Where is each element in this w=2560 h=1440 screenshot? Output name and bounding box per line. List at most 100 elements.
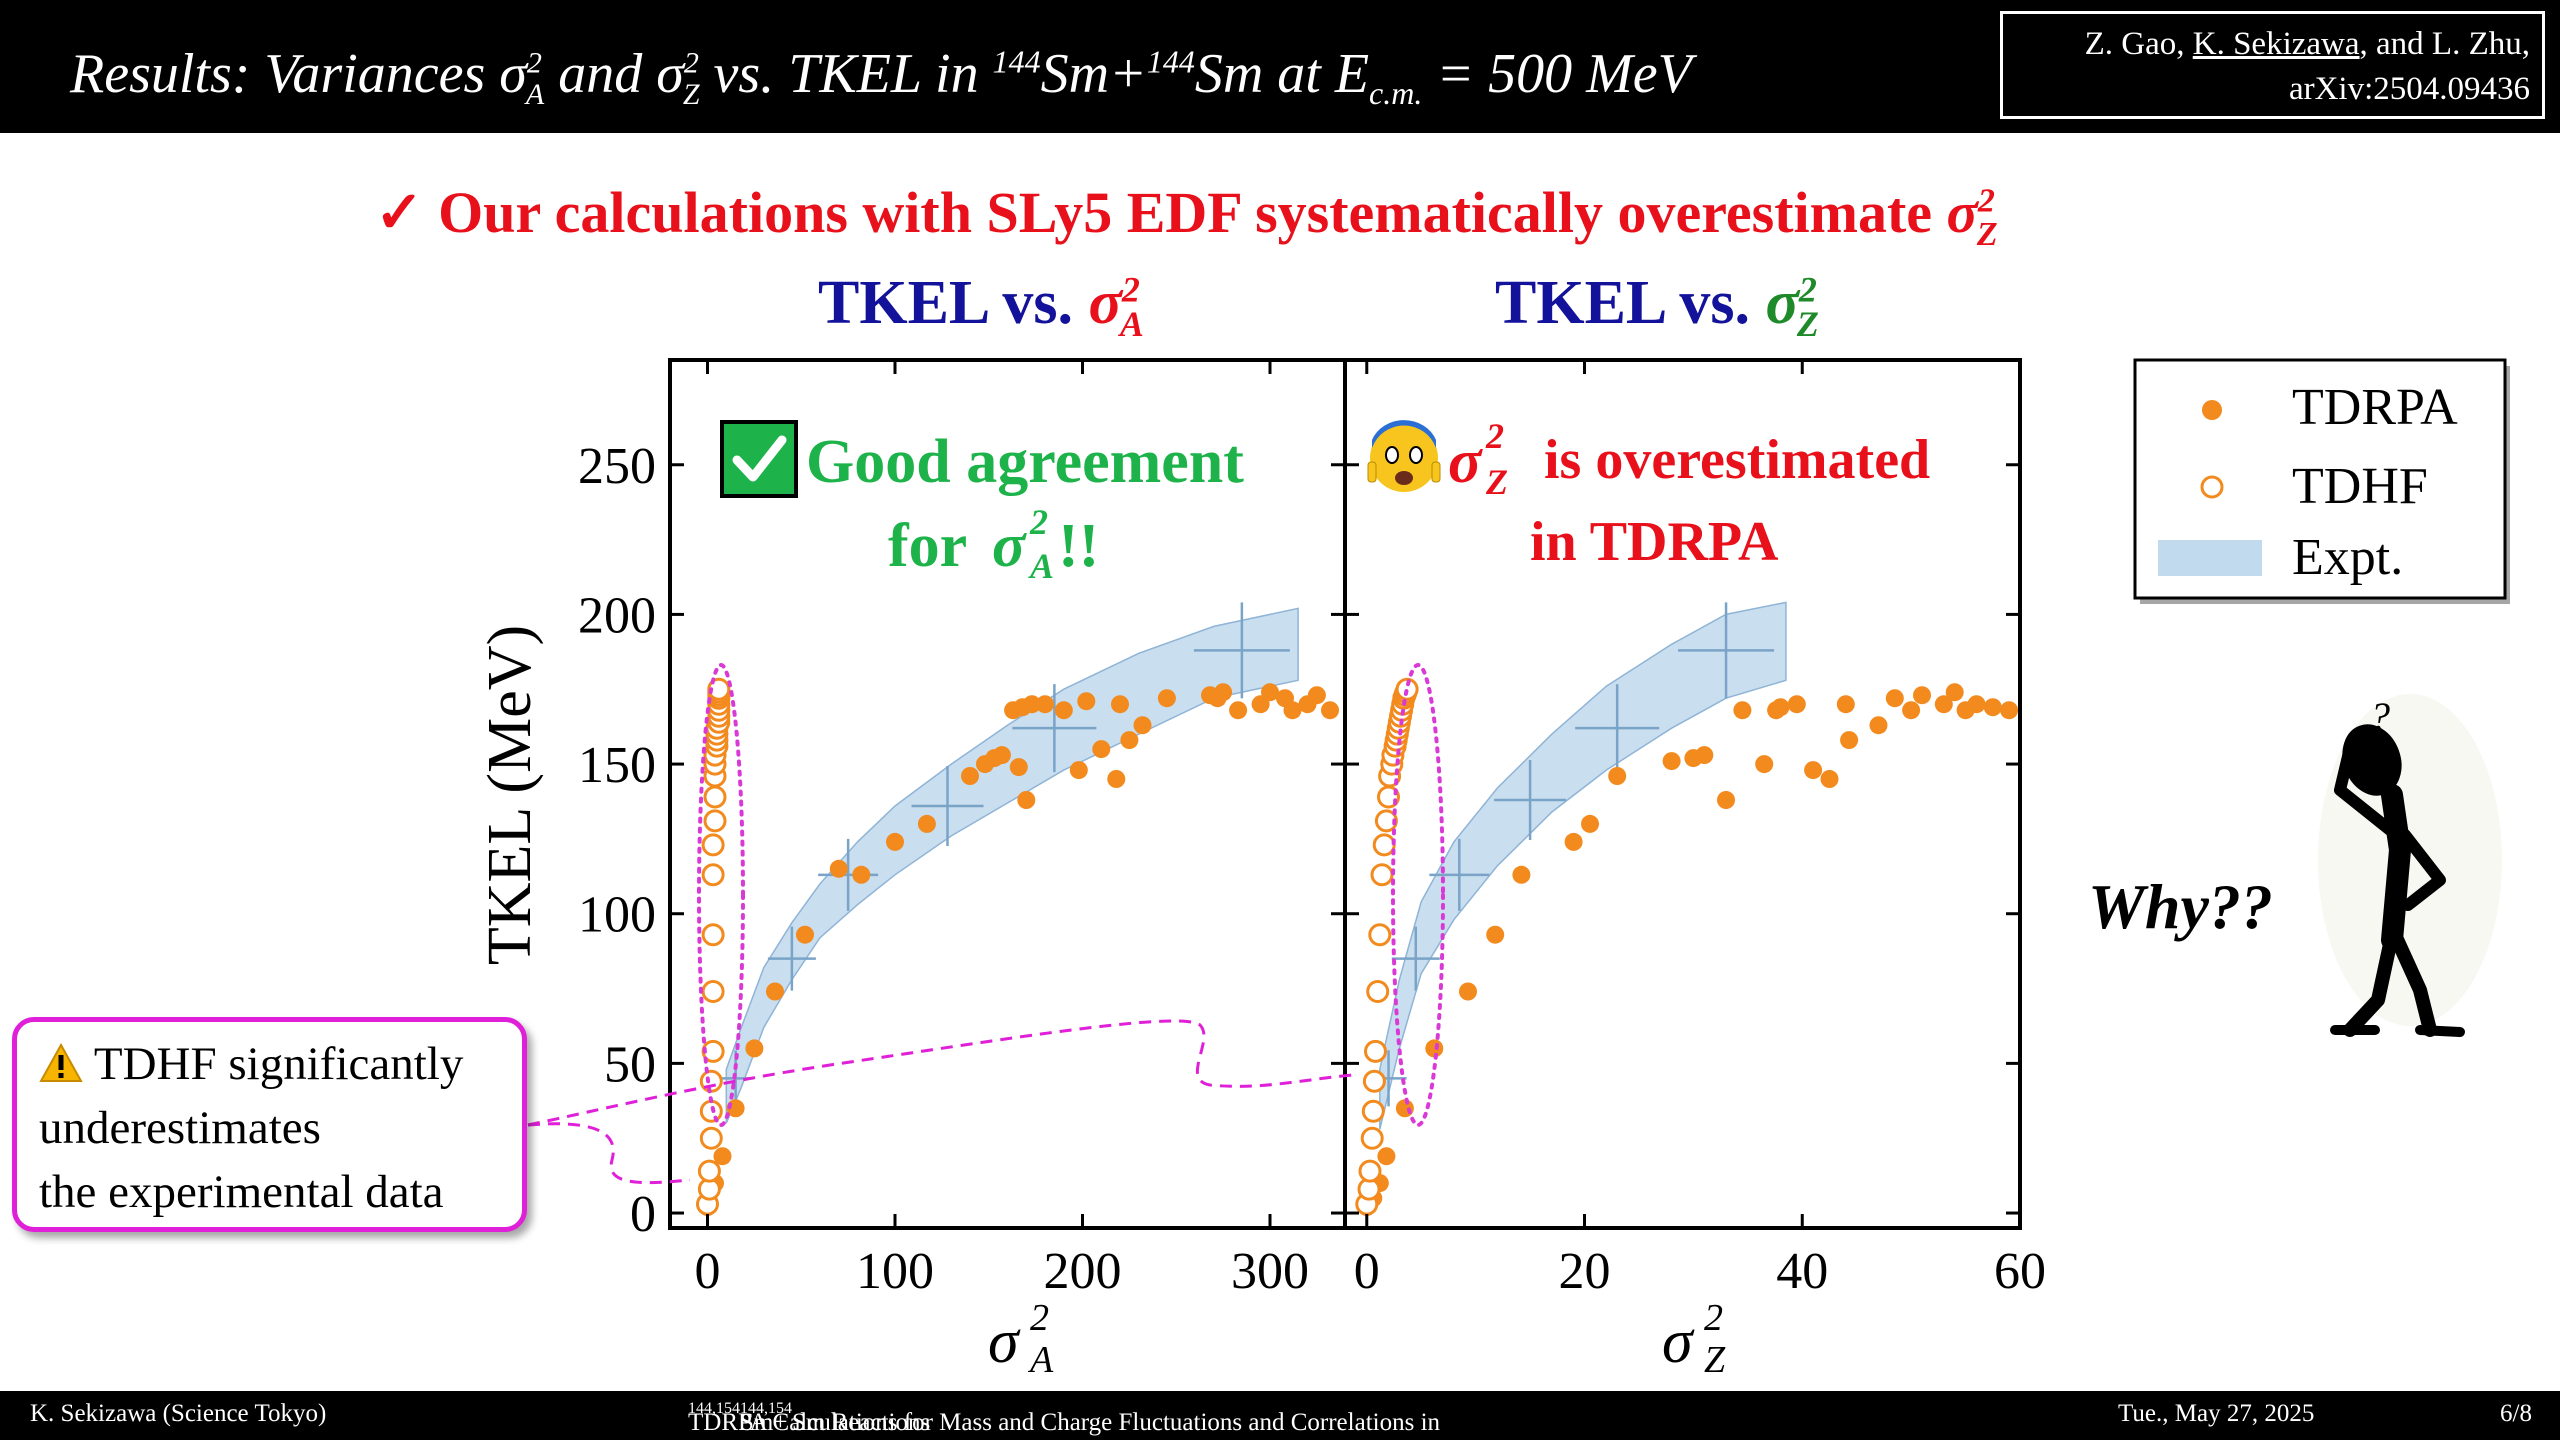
footer-author: K. Sekizawa (Science Tokyo) — [30, 1400, 327, 1427]
right-panel-points — [1355, 677, 2019, 1216]
right-tdrpa-point — [1377, 1147, 1396, 1166]
left-tdhf-point — [699, 1099, 723, 1123]
right-x-tick-label: 60 — [1994, 1243, 2046, 1300]
left-expt-point — [1193, 602, 1290, 699]
left-tdrpa-point — [1077, 692, 1096, 711]
svg-text:!!: !! — [1058, 512, 1099, 580]
right-tdrpa-point — [1840, 731, 1859, 750]
left-tdrpa-point — [1111, 695, 1129, 714]
why-text: Why?? — [2088, 871, 2273, 942]
right-tdhf-point — [1360, 1126, 1384, 1150]
axes-ticks: 0 100 200 300 0 50 100 150 200 250 0 20 40 60 — [578, 360, 2046, 1300]
good-agreement-annotation: Good agreement for σ 2 A !! — [720, 420, 1244, 586]
citation-box: Z. Gao, K. Sekizawa, and L. Zhu, arXiv:2… — [2000, 11, 2545, 119]
left-y-tick-label: 50 — [604, 1036, 656, 1093]
svg-text:A: A — [1027, 1339, 1054, 1381]
headline: ✓ Our calculations with SLy5 EDF systema… — [375, 180, 1998, 253]
svg-text:Z: Z — [1485, 462, 1508, 502]
svg-text:TDRPA: TDRPA — [2292, 379, 2458, 436]
scared-face-icon — [1367, 420, 1441, 492]
footer-talk-title: TDRPA Calculations for Mass and Charge F… — [688, 1400, 1441, 1436]
thinking-figure-icon: ? — [2318, 694, 2502, 1037]
right-x-tick-label: 40 — [1776, 1243, 1828, 1300]
svg-text:σ: σ — [1662, 1308, 1695, 1376]
left-tdhf-point — [701, 980, 725, 1003]
footer-bar: K. Sekizawa (Science Tokyo) TDRPA Calcul… — [0, 1391, 2560, 1440]
svg-text:σ: σ — [1448, 428, 1483, 496]
right-tdrpa-point — [1662, 752, 1681, 771]
legend-tdrpa-marker — [2202, 400, 2222, 420]
left-tdrpa-point — [917, 814, 936, 833]
right-tdrpa-point — [1459, 982, 1477, 1001]
callout-connector-left — [527, 1122, 691, 1185]
legend-tdhf-marker — [2200, 475, 2224, 499]
left-tdrpa-point — [1133, 716, 1152, 735]
right-tdrpa-point — [1885, 689, 1904, 708]
left-x-axis-label: σ 2 A — [988, 1297, 1054, 1381]
left-tdhf-ellipse — [697, 663, 745, 1127]
left-tdrpa-point — [745, 1039, 764, 1058]
right-tdrpa-point — [1512, 865, 1531, 884]
svg-text:in TDRPA: in TDRPA — [1530, 511, 1779, 573]
left-tdhf-point — [703, 785, 727, 809]
right-tdhf-point — [1372, 833, 1396, 857]
left-tdrpa-point — [1157, 689, 1176, 708]
svg-text:A: A — [1028, 546, 1054, 586]
right-tdhf-point — [1364, 1039, 1387, 1063]
left-tdrpa-point — [992, 746, 1011, 765]
left-tdrpa-point — [1054, 701, 1073, 720]
overestimated-annotation: σ 2 Z is overestimated in TDRPA — [1367, 416, 1930, 573]
right-tdrpa-point — [1869, 716, 1888, 735]
right-tdrpa-point — [1755, 755, 1774, 774]
right-expt-band-area — [1379, 601, 1787, 1130]
left-tdhf-point — [697, 1159, 721, 1183]
right-tdrpa-point — [1771, 698, 1790, 717]
legend: TDRPA TDHF Expt. — [2133, 358, 2510, 604]
left-y-tick-label: 100 — [578, 887, 656, 944]
right-tdrpa-point — [1608, 767, 1627, 785]
legend-expt-swatch — [2158, 540, 2262, 576]
right-panel-title: TKEL vs. σ2Z — [1495, 269, 1819, 345]
right-tdrpa-point — [1934, 695, 1953, 714]
left-tdrpa-point — [1092, 740, 1111, 759]
left-tdhf-point — [701, 833, 725, 857]
left-tdrpa-point — [1307, 686, 1326, 705]
right-x-axis-label: σ 2 Z — [1662, 1297, 1726, 1381]
left-expt-band-area — [725, 607, 1299, 1124]
slide-title: Results: Variances σ2A and σ2Z vs. TKEL … — [70, 43, 1692, 112]
left-tdrpa-point — [852, 865, 871, 884]
footer-date: Tue., May 27, 2025 — [2118, 1400, 2315, 1427]
title-bar: Results: Variances σ2A and σ2Z vs. TKEL … — [0, 0, 2560, 133]
right-tdhf-point — [1361, 1099, 1385, 1123]
right-tdhf-point — [1358, 1159, 1382, 1183]
right-tdrpa-point — [1395, 1099, 1414, 1118]
right-tdrpa-point — [1486, 925, 1505, 944]
left-tdrpa-point — [1009, 758, 1028, 777]
right-tdrpa-point — [1717, 791, 1735, 809]
left-tdrpa-point — [1036, 695, 1054, 714]
left-tdrpa-point — [829, 859, 848, 878]
right-expt-band — [1370, 601, 1787, 1130]
svg-text:2: 2 — [1485, 416, 1504, 456]
checkmark-icon: ✓ — [375, 180, 424, 245]
left-tdhf-point — [701, 863, 725, 887]
svg-text:σ: σ — [992, 512, 1027, 580]
right-tdrpa-point — [1695, 746, 1714, 765]
left-tdrpa-point — [1069, 761, 1088, 780]
right-tdhf-point — [1374, 809, 1398, 833]
left-y-tick-label: 0 — [630, 1186, 656, 1243]
right-tdrpa-point — [1425, 1039, 1444, 1058]
warning-icon — [39, 1042, 83, 1082]
left-tdhf-point — [701, 923, 725, 947]
svg-text:Good agreement: Good agreement — [806, 428, 1244, 496]
left-panel-title: TKEL vs. σ2A — [818, 269, 1144, 345]
left-tdrpa-point — [1229, 701, 1248, 720]
right-expt-point — [1429, 838, 1490, 911]
left-y-tick-label: 250 — [578, 438, 656, 495]
right-tdhf-point — [1368, 923, 1392, 947]
right-plot-frame — [1343, 358, 2022, 1230]
left-tdhf-point — [707, 677, 731, 701]
left-expt-point — [767, 926, 816, 991]
svg-text:2: 2 — [1029, 502, 1048, 542]
